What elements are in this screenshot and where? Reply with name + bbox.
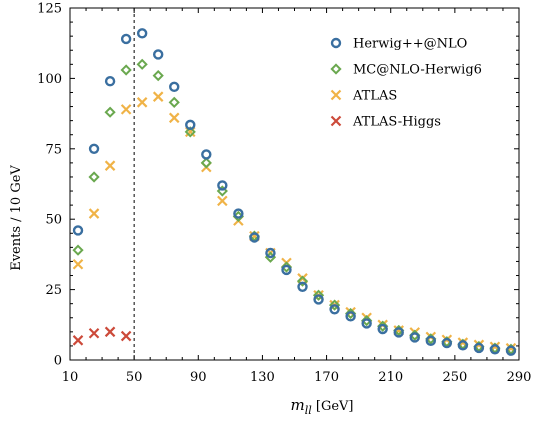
data-point <box>168 112 180 124</box>
data-point <box>473 342 485 354</box>
y-tick-label: 50 <box>45 213 62 228</box>
data-point <box>152 69 164 82</box>
data-point <box>201 149 212 160</box>
data-point <box>169 81 180 93</box>
data-point <box>88 327 100 339</box>
legend-label: ATLAS-Higgs <box>352 115 441 130</box>
legend-marker <box>330 63 342 75</box>
x-tick-label: 170 <box>314 370 339 385</box>
data-point <box>281 264 292 276</box>
data-point <box>505 345 517 356</box>
data-point <box>377 323 388 335</box>
x-tick-label: 10 <box>62 370 79 385</box>
data-point <box>200 157 212 169</box>
legend-label: ATLAS <box>352 89 397 104</box>
data-point <box>185 119 196 131</box>
data-point <box>184 126 196 138</box>
data-point <box>361 318 372 329</box>
data-point <box>88 208 100 219</box>
data-point <box>120 330 132 342</box>
data-point <box>136 58 148 70</box>
data-point <box>72 225 84 236</box>
data-point <box>120 104 132 115</box>
y-tick-label: 125 <box>37 2 62 17</box>
data-point <box>217 195 228 207</box>
data-point <box>88 143 100 155</box>
data-point <box>120 33 132 45</box>
data-point <box>88 171 100 183</box>
x-axis-label-var: m <box>290 396 304 414</box>
data-point <box>72 244 84 256</box>
x-tick-label: 290 <box>507 370 532 385</box>
x-axis-label-unit: [GeV] <box>312 399 354 414</box>
data-point <box>329 304 340 315</box>
x-tick-label: 250 <box>442 370 467 385</box>
data-point <box>265 247 276 259</box>
x-tick-label: 50 <box>126 370 143 385</box>
x-axis-label-sub: ll <box>305 404 313 417</box>
legend: Herwig++@NLO MC@NLO-Herwig6 ATLAS ATLAS-Hig… <box>330 37 482 130</box>
data-point <box>441 337 453 349</box>
data-point <box>72 258 84 270</box>
data-point <box>457 340 469 351</box>
y-tick-label: 0 <box>54 354 62 369</box>
legend-label: MC@NLO-Herwig6 <box>353 63 482 78</box>
data-point <box>425 335 437 347</box>
data-point <box>104 76 116 87</box>
legend-label: Herwig++@NLO <box>353 37 467 52</box>
data-point <box>297 281 308 292</box>
data-point <box>104 326 116 338</box>
data-point <box>393 327 404 338</box>
data-point <box>489 344 501 355</box>
data-point <box>217 180 228 191</box>
data-point <box>152 91 164 102</box>
y-tick-label: 75 <box>45 142 62 157</box>
data-point <box>152 49 164 60</box>
x-axis-label: mll [GeV] <box>290 396 353 417</box>
data-point <box>328 299 341 311</box>
x-tick-label: 90 <box>190 370 207 385</box>
y-tick-label: 100 <box>37 72 62 87</box>
data-point <box>136 28 148 39</box>
series-atlas <box>72 91 517 354</box>
legend-marker <box>330 37 342 49</box>
data-marks <box>72 28 517 356</box>
data-point <box>104 160 116 171</box>
y-axis-label: Events / 10 GeV <box>9 165 24 271</box>
data-point <box>136 97 148 108</box>
data-point <box>233 208 244 219</box>
data-point <box>249 232 260 243</box>
y-tick-label: 25 <box>45 283 62 298</box>
x-tick-label: 210 <box>378 370 403 385</box>
data-point <box>345 311 356 322</box>
data-point <box>296 275 309 287</box>
data-point <box>120 64 132 76</box>
data-point <box>168 96 180 108</box>
series-atlas-higgs <box>72 326 132 346</box>
axis-ticks: 10 50 90 130 170 210 250 290 0 25 50 75 100 125 <box>37 2 531 386</box>
data-point <box>104 106 116 118</box>
x-tick-label: 130 <box>250 370 275 385</box>
legend-marker <box>330 89 342 101</box>
data-point <box>72 335 84 346</box>
series-herwig-nlo <box>72 28 517 356</box>
plot-frame <box>69 7 520 361</box>
data-point <box>313 294 324 305</box>
data-point <box>409 332 420 343</box>
data-point <box>312 289 325 301</box>
legend-marker <box>330 115 342 127</box>
